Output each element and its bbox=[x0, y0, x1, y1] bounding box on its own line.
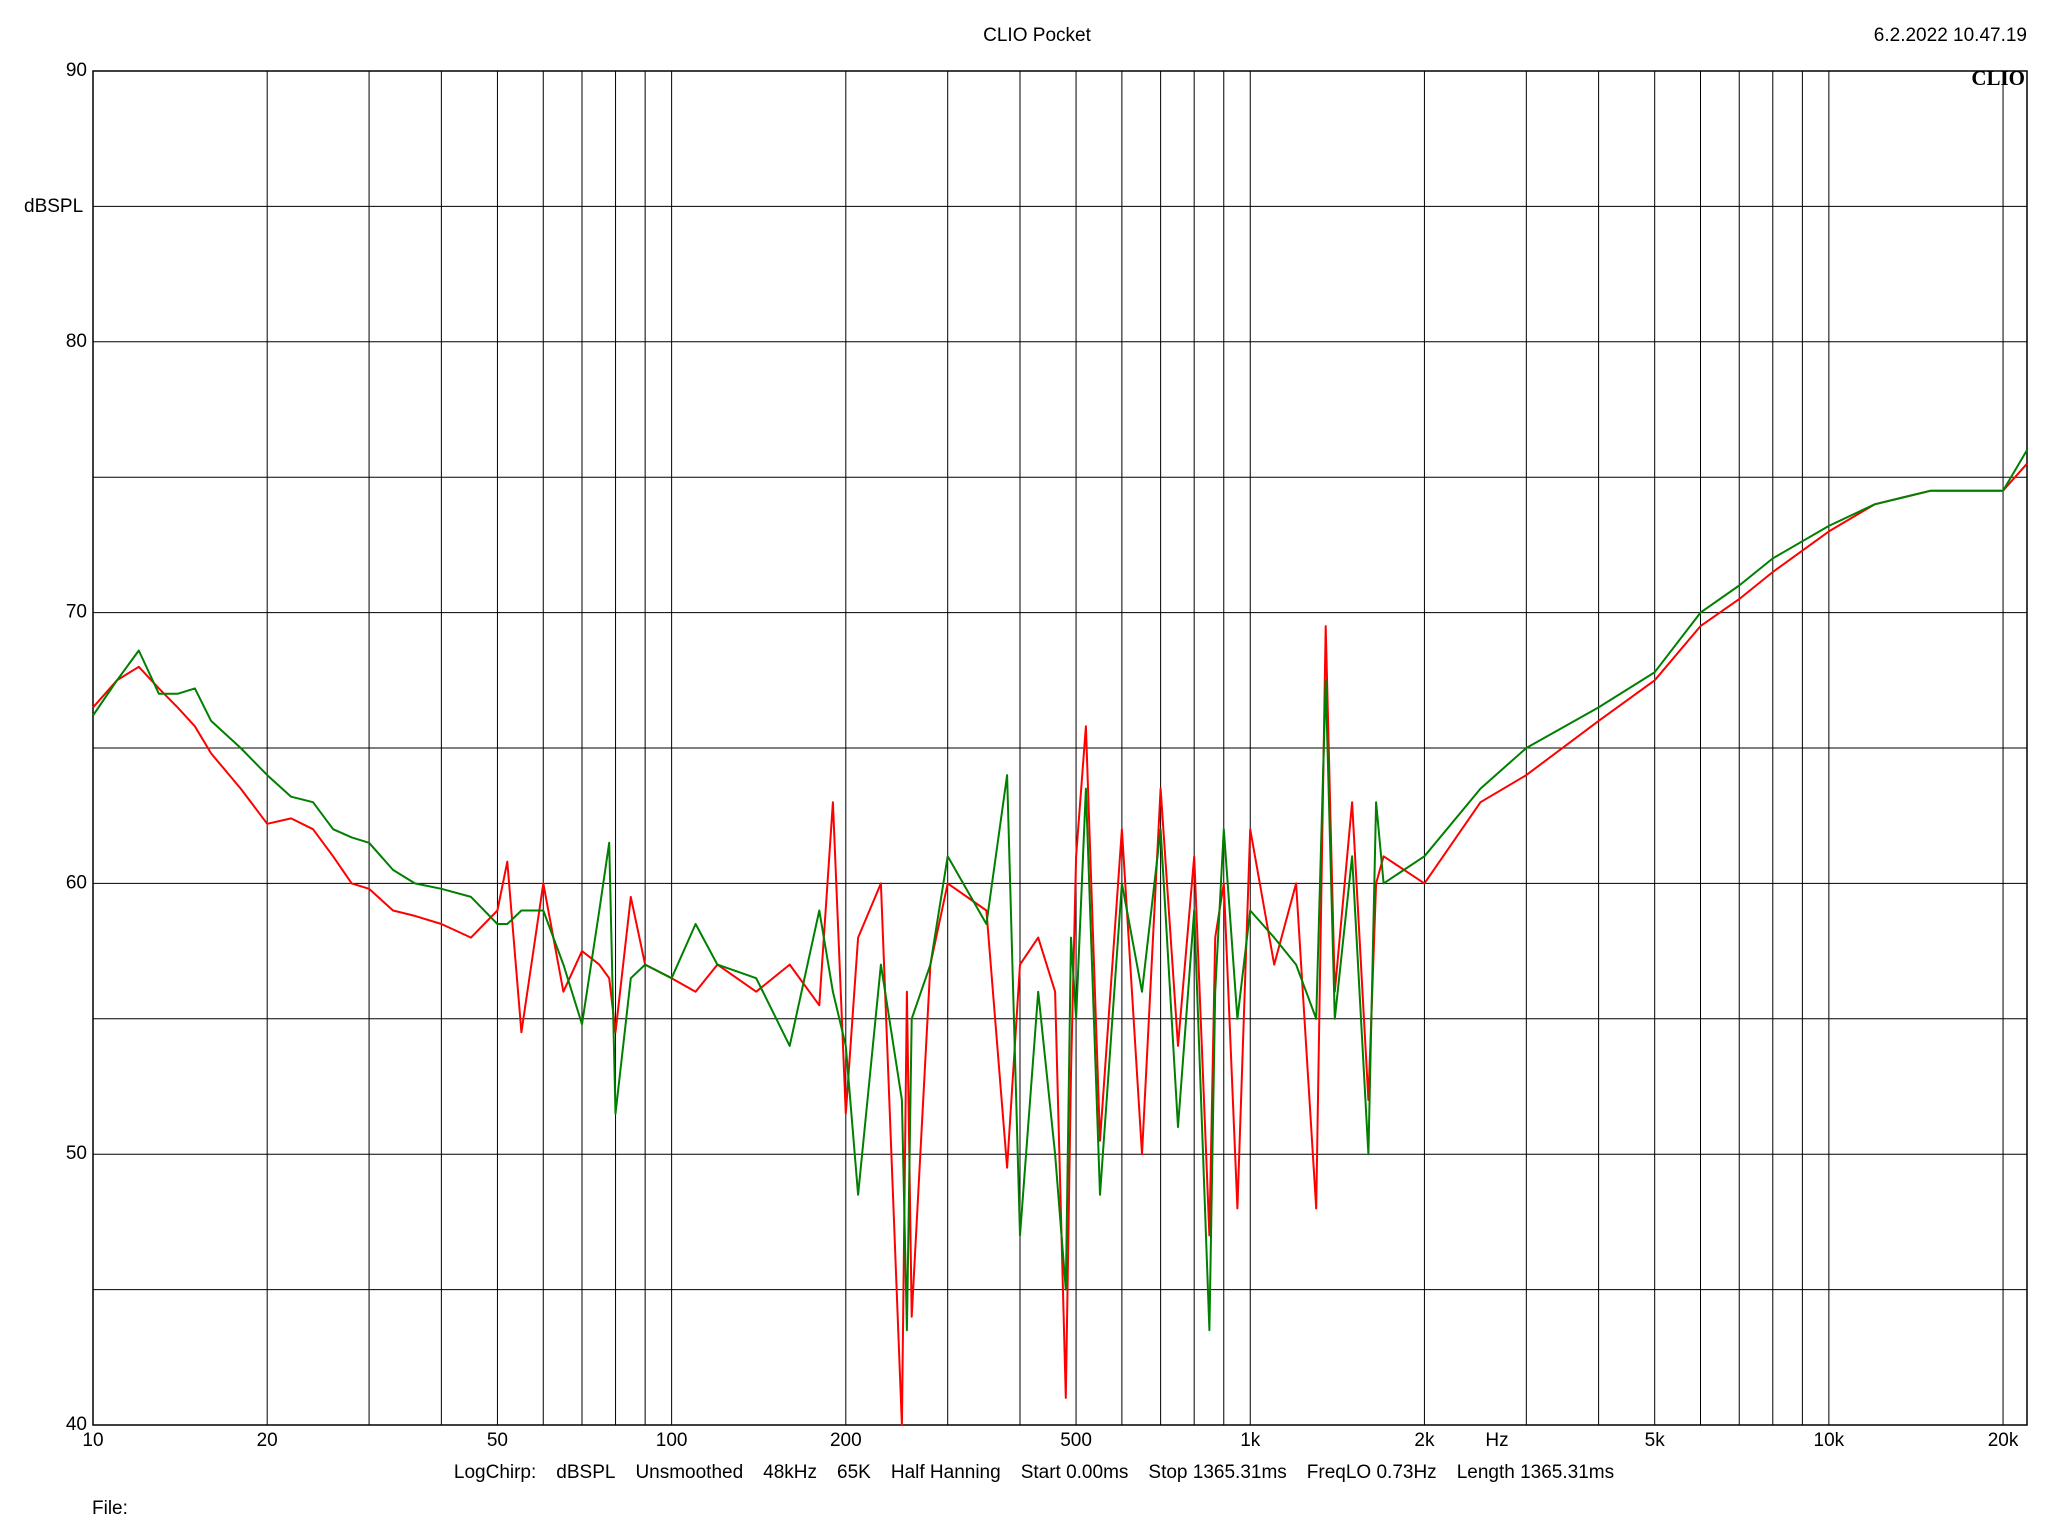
footer-item: 48kHz bbox=[763, 1462, 818, 1483]
footer-item: 65K bbox=[837, 1462, 871, 1483]
x-tick-label: 2k bbox=[1414, 1430, 1435, 1451]
y-axis-label: dBSPL bbox=[24, 196, 83, 217]
x-axis-label: Hz bbox=[1485, 1430, 1508, 1451]
x-tick-label: 10 bbox=[82, 1430, 103, 1451]
y-tick-label: 60 bbox=[66, 872, 87, 893]
y-tick-label: 50 bbox=[66, 1143, 87, 1164]
footer-item: Unsmoothed bbox=[635, 1462, 744, 1483]
y-tick-label: 90 bbox=[66, 60, 87, 81]
logo: CLIO bbox=[1971, 66, 2025, 90]
x-tick-label: 20k bbox=[1988, 1430, 2019, 1451]
y-tick-label: 40 bbox=[66, 1414, 87, 1435]
chart-title: CLIO Pocket bbox=[983, 25, 1091, 46]
chart: CLIO Pocket 6.2.2022 10.47.19 CLIO dBSPL… bbox=[24, 25, 2028, 1451]
footer-item: FreqLO 0.73Hz bbox=[1306, 1462, 1437, 1483]
data-line bbox=[92, 463, 2028, 1426]
y-tick-label: 70 bbox=[66, 602, 87, 623]
data-line bbox=[92, 449, 2028, 1332]
x-tick-label: 500 bbox=[1060, 1430, 1092, 1451]
x-tick-label: 5k bbox=[1645, 1430, 1666, 1451]
footer-item: Length 1365.31ms bbox=[1456, 1462, 1615, 1483]
timestamp: 6.2.2022 10.47.19 bbox=[1874, 25, 2027, 46]
footer: LogChirp: dBSPL Unsmoothed 48kHz 65K Half Han… bbox=[0, 1462, 2048, 1484]
x-tick-label: 50 bbox=[487, 1430, 508, 1451]
x-tick-label: 100 bbox=[656, 1430, 688, 1451]
footer-item: dBSPL bbox=[556, 1462, 616, 1483]
plot-frame bbox=[92, 70, 2028, 1426]
x-tick-label: 20 bbox=[257, 1430, 278, 1451]
x-tick-label: 200 bbox=[830, 1430, 862, 1451]
y-tick-label: 80 bbox=[66, 331, 87, 352]
x-tick-label: 10k bbox=[1814, 1430, 1845, 1451]
footer-item: LogChirp: bbox=[453, 1462, 537, 1483]
x-tick-label: 1k bbox=[1240, 1430, 1261, 1451]
footer-item: Stop 1365.31ms bbox=[1148, 1462, 1287, 1483]
file-label: File: bbox=[92, 1498, 128, 1519]
footer-item: Half Hanning bbox=[890, 1462, 1001, 1483]
footer-item: Start 0.00ms bbox=[1020, 1462, 1129, 1483]
